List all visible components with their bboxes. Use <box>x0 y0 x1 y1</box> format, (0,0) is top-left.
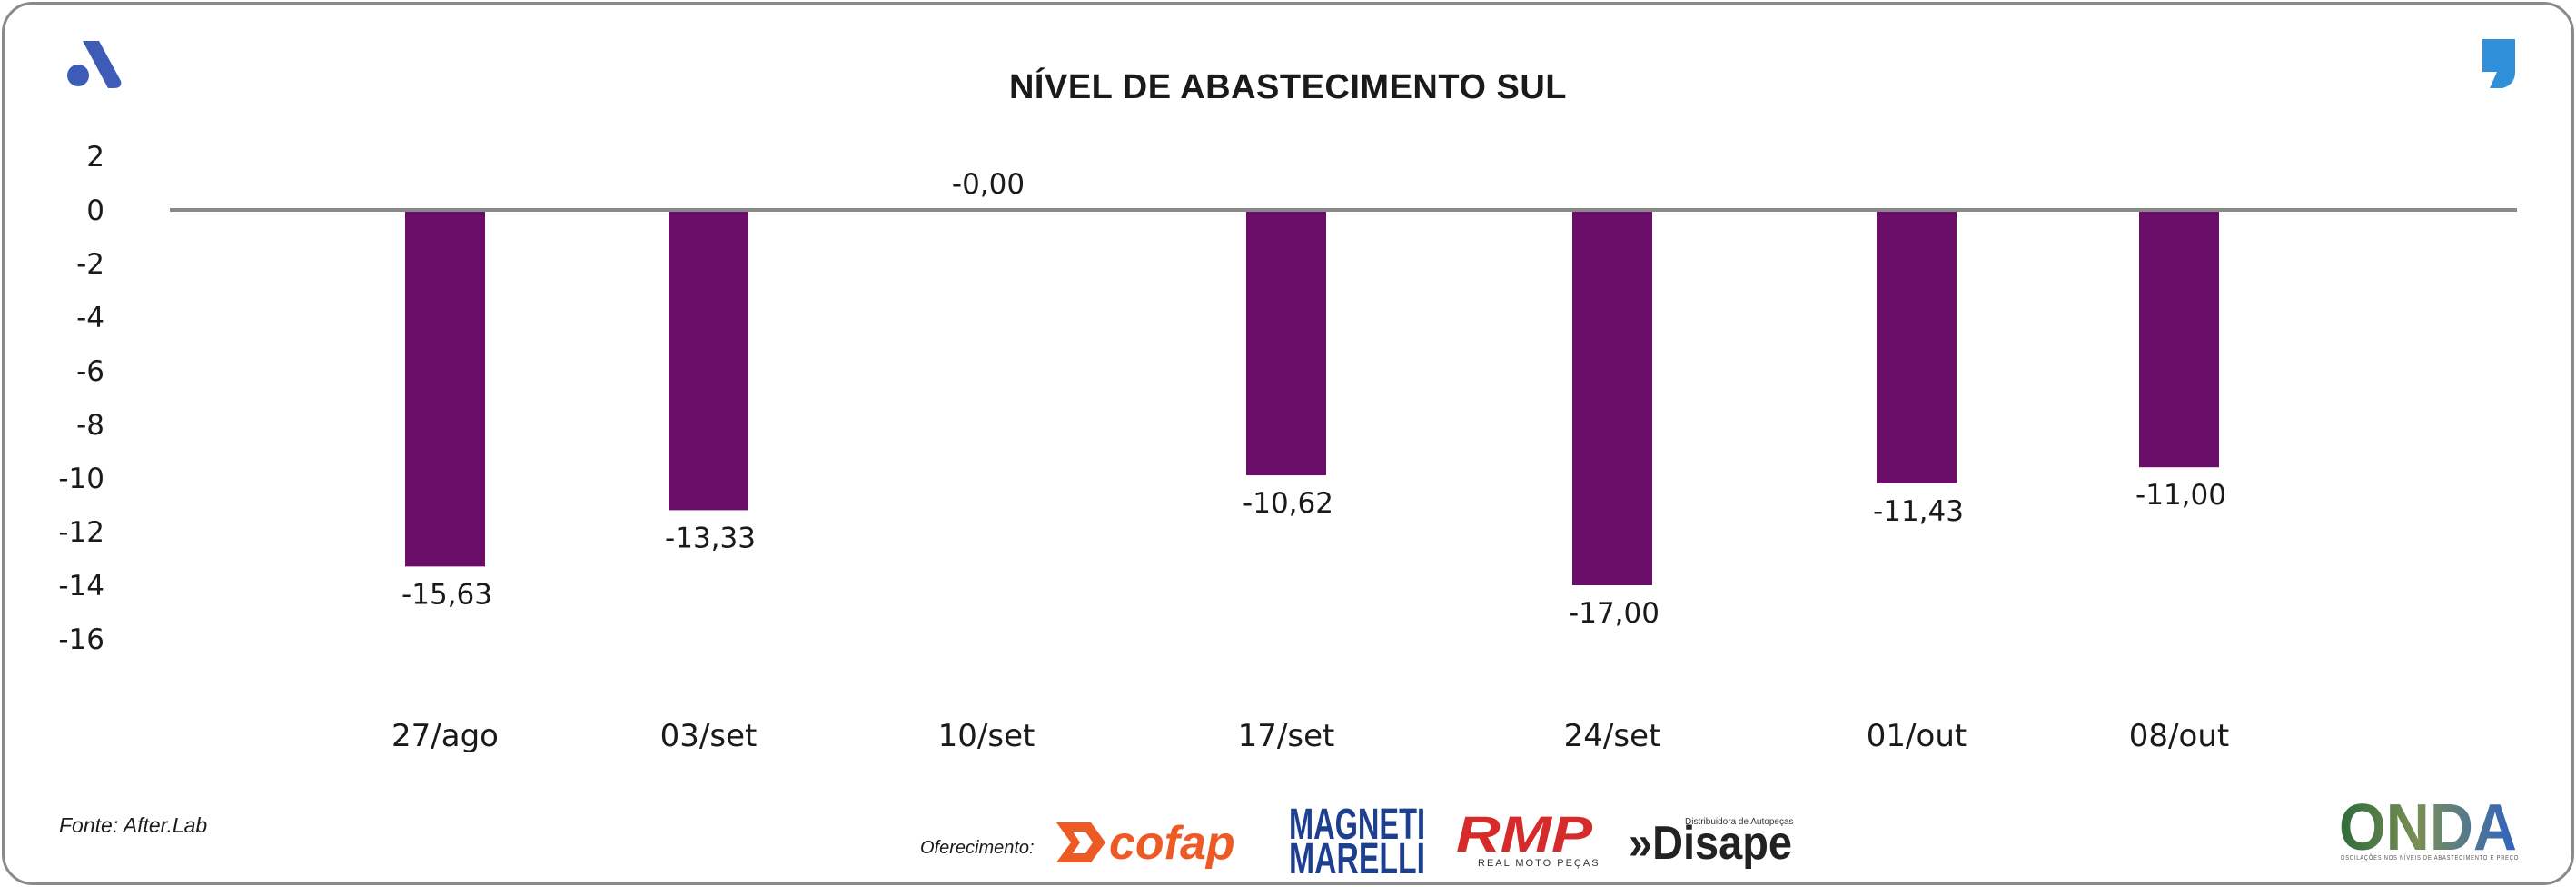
bar <box>2139 212 2219 468</box>
x-category-label: 24/set <box>1564 718 1661 754</box>
data-label: -17,00 <box>1569 597 1660 630</box>
magneti-marelli-logo: MAGNETI MARELLI <box>1289 801 1425 882</box>
x-category-label: 10/set <box>938 718 1035 754</box>
quote-mark-logo-icon <box>2482 39 2515 88</box>
rmp-logo: RMP REAL MOTO PEÇAS <box>1456 805 1600 869</box>
bar <box>669 212 748 511</box>
y-tick-label: 2 <box>86 141 104 174</box>
x-category-label: 08/out <box>2129 718 2229 754</box>
cofap-logo: cofap <box>1056 817 1235 870</box>
svg-text:MAGNETI: MAGNETI <box>1289 801 1425 849</box>
bar <box>1246 212 1326 476</box>
x-category-label: 03/set <box>660 718 758 754</box>
svg-text:»Disape: »Disape <box>1629 817 1792 870</box>
bar <box>405 212 485 567</box>
data-label: -11,43 <box>1873 495 1964 528</box>
sponsor-label: Oferecimento: <box>920 838 1035 858</box>
data-label: -10,62 <box>1243 487 1333 520</box>
y-tick-label: -2 <box>76 248 104 281</box>
svg-text:Distribuidora de Autopeças: Distribuidora de Autopeças <box>1685 817 1794 827</box>
svg-text:MARELLI: MARELLI <box>1289 835 1425 882</box>
disape-logo: Distribuidora de Autopeças »Disape <box>1629 817 1794 870</box>
data-label: -0,00 <box>952 168 1025 201</box>
y-tick-label: -10 <box>58 463 104 495</box>
data-label: -15,63 <box>401 578 492 611</box>
y-tick-label: -6 <box>76 355 104 388</box>
x-category-label: 17/set <box>1238 718 1335 754</box>
x-category-label: 27/ago <box>391 718 499 754</box>
chart-title: NÍVEL DE ABASTECIMENTO SUL <box>1008 68 1568 106</box>
bar-chart: 2 0 -2 -4 -6 -8 -10 -12 -14 -16 -15,63 -13,33 -0,00… <box>58 39 2519 882</box>
y-tick-label: -4 <box>76 302 104 334</box>
bar <box>1877 212 1957 483</box>
svg-text:REAL MOTO PEÇAS: REAL MOTO PEÇAS <box>1478 858 1600 869</box>
svg-text:ONDA: ONDA <box>2339 792 2517 864</box>
onda-logo: ONDA OSCILAÇÕES NOS NÍVEIS DE ABASTECIME… <box>2339 792 2519 864</box>
y-tick-label: 0 <box>86 194 104 227</box>
x-category-label: 01/out <box>1867 718 1967 754</box>
data-label: -11,00 <box>2135 479 2226 512</box>
data-label: -13,33 <box>665 522 756 554</box>
y-tick-label: -12 <box>58 516 104 549</box>
y-tick-label: -8 <box>76 409 104 442</box>
svg-text:OSCILAÇÕES NOS NÍVEIS DE ABAST: OSCILAÇÕES NOS NÍVEIS DE ABASTECIMENTO E… <box>2341 853 2519 862</box>
svg-text:cofap: cofap <box>1109 817 1235 870</box>
bar <box>1572 212 1652 585</box>
svg-text:RMP: RMP <box>1456 805 1593 862</box>
abstract-a-logo-icon <box>67 41 122 88</box>
y-tick-label: -14 <box>58 570 104 603</box>
source-note: Fonte: After.Lab <box>59 813 208 837</box>
y-tick-label: -16 <box>58 623 104 656</box>
